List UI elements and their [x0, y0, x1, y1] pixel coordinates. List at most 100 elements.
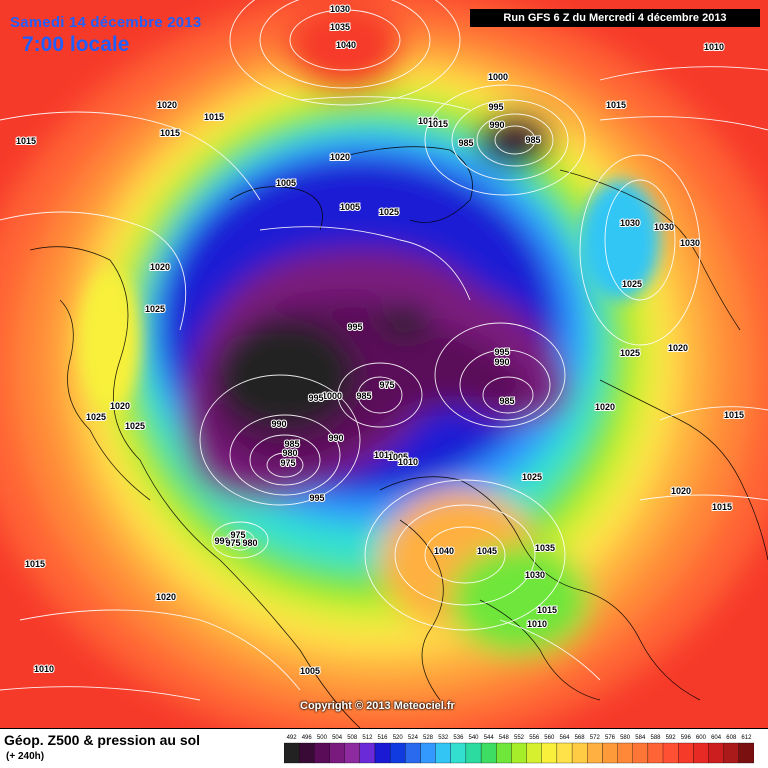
isobar-label: 985: [499, 396, 514, 406]
isobar-label: 1025: [620, 348, 640, 358]
scale-swatch: [738, 742, 754, 764]
isobar-label: 1005: [340, 202, 360, 212]
scale-tick-label: 580: [620, 735, 631, 741]
scale-swatch: [723, 742, 740, 764]
scale-swatch: [344, 742, 360, 764]
scale-tick-label: 596: [681, 735, 692, 741]
isobar-label: 1015: [204, 112, 224, 122]
scale-swatch: [465, 742, 482, 764]
z500-color-field: [0, 0, 768, 728]
isobar-label: 995: [488, 102, 503, 112]
isobar-label: 1020: [595, 402, 615, 412]
isobar-label: 1000: [322, 391, 342, 401]
scale-swatch: [480, 742, 497, 764]
scale-tick-label: 572: [590, 735, 601, 741]
isobar-label: 995: [347, 322, 362, 332]
scale-tick-label: 584: [635, 735, 646, 741]
color-scale: 492 496 500 504 508 512 516 520 524 528 532 536 540 5…: [284, 735, 754, 764]
scale-swatch: [632, 742, 649, 764]
model-run-label: Run GFS 6 Z du Mercredi 4 décembre 2013: [470, 9, 760, 27]
scale-tick-label: 576: [605, 735, 616, 741]
isobar-label: 1005: [276, 178, 296, 188]
isobar-label: 1015: [25, 559, 45, 569]
coastlines: [29, 146, 768, 728]
isobar-label: 995: [308, 393, 323, 403]
scale-swatch: [511, 742, 527, 764]
isobar-label: 1010: [418, 116, 438, 126]
scale-swatch: [314, 742, 330, 764]
isobar-label: 990: [489, 120, 504, 130]
isobar-label: 1015: [16, 136, 36, 146]
isobar-label: 1005: [388, 452, 408, 462]
scale-tick-label: 496: [302, 735, 313, 741]
scale-swatch: [496, 742, 512, 764]
isobar-label: 1020: [671, 486, 691, 496]
scale-swatch: [662, 742, 679, 764]
copyright-notice: Copyright © 2013 Meteociel.fr: [300, 700, 455, 712]
forecast-date: Samedi 14 décembre 2013: [10, 14, 202, 31]
isobar-label: 985: [525, 135, 540, 145]
isobar-label: 1025: [145, 304, 165, 314]
forecast-time: 7:00 locale: [22, 33, 130, 56]
scale-tick-label: 520: [393, 735, 404, 741]
isobar-label: 1030: [620, 218, 640, 228]
legend-footer: Géop. Z500 & pression au sol (+ 240h) 49…: [0, 728, 768, 768]
isobar-label: 1035: [330, 22, 350, 32]
isobar-label: 1010: [704, 42, 724, 52]
scale-tick-label: 500: [317, 735, 328, 741]
isobar-label: 1020: [110, 401, 130, 411]
isobar-label: 1015: [606, 100, 626, 110]
scale-swatch: [647, 742, 664, 764]
isobar-label: 985: [458, 138, 473, 148]
isobar-label: 985: [284, 439, 299, 449]
scale-tick-label: 512: [362, 735, 373, 741]
isobar-label: 1045: [477, 546, 497, 556]
isobar-label: 1030: [680, 238, 700, 248]
isobar-label: 1020: [157, 100, 177, 110]
scale-swatch: [602, 742, 618, 764]
scale-tick-label: 552: [514, 735, 525, 741]
scale-tick-label: 612: [741, 735, 752, 741]
isobar-label: 975: [379, 380, 394, 390]
isobar-label: 1010: [374, 450, 394, 460]
scale-tick-label: 548: [499, 735, 510, 741]
scale-swatch: [708, 742, 724, 764]
isobar-label: 1030: [330, 4, 350, 14]
isobar-label: 1000: [488, 72, 508, 82]
isobar-label: 1025: [622, 279, 642, 289]
isobar-label: 990: [494, 357, 509, 367]
scale-swatch: [284, 742, 300, 764]
scale-swatch: [556, 742, 573, 764]
scale-tick-label: 588: [650, 735, 661, 741]
scale-tick-label: 504: [332, 735, 343, 741]
scale-swatch: [405, 742, 421, 764]
isobar-label: 1040: [336, 40, 356, 50]
scale-tick-label: 568: [575, 735, 586, 741]
scale-swatch: [389, 742, 406, 764]
isobar-label: 1015: [428, 119, 448, 129]
scale-tick-label: 544: [484, 735, 495, 741]
isobar-label: 1005: [300, 666, 320, 676]
scale-tick-label: 492: [287, 735, 298, 741]
isobar-label: 1040: [434, 546, 454, 556]
isobar-label: 995: [309, 493, 324, 503]
legend-subtitle: (+ 240h): [6, 751, 45, 762]
scale-tick-label: 508: [347, 735, 358, 741]
isobar-label: 985: [356, 391, 371, 401]
scale-tick-label: 528: [423, 735, 434, 741]
scale-tick-label: 592: [666, 735, 677, 741]
scale-swatch: [420, 742, 436, 764]
isobar-label: 1020: [668, 343, 688, 353]
isobar-label: 1020: [156, 592, 176, 602]
isobar-label: 990: [214, 536, 229, 546]
isobar-label: 975: [230, 530, 245, 540]
isobar-label: 975: [225, 538, 240, 548]
isobar-label: 1025: [86, 412, 106, 422]
scale-tick-label: 532: [438, 735, 449, 741]
isobar-label: 1025: [379, 207, 399, 217]
isobar-label: 1030: [525, 570, 545, 580]
scale-tick-label: 608: [726, 735, 737, 741]
